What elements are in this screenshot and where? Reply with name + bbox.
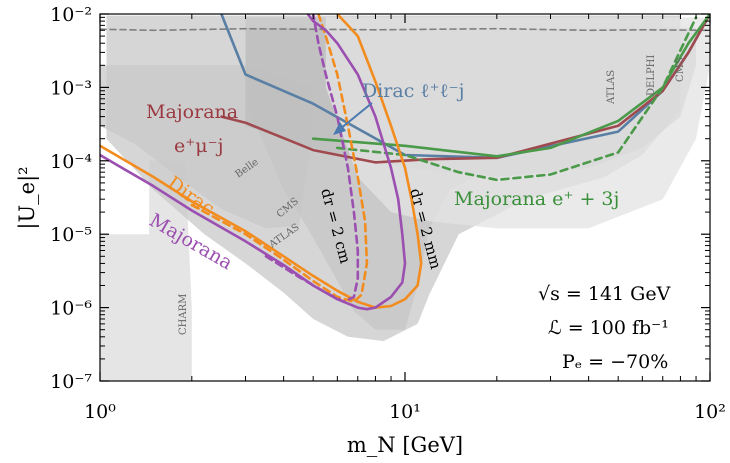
series-line-3 xyxy=(311,14,710,158)
y-tick-label: 10⁻³ xyxy=(50,77,92,99)
label-dirac-llj: Dirac ℓ⁺ℓ⁻j xyxy=(362,80,465,102)
series-line-5 xyxy=(100,14,423,309)
exp-label-delphi: DELPHI xyxy=(646,55,657,96)
y-tick-label: 10⁻⁵ xyxy=(50,224,92,246)
constraint-region-charm xyxy=(100,160,192,381)
exp-label-charm: CHARM xyxy=(178,294,189,335)
series-line-6 xyxy=(190,14,369,304)
info-luminosity: ℒ = 100 fb⁻¹ xyxy=(548,317,669,339)
x-tick-label: 10⁰ xyxy=(84,401,116,423)
y-tick-label: 10⁻² xyxy=(50,4,92,26)
y-tick-label: 10⁻⁶ xyxy=(50,298,92,320)
axis-ticks: 10⁰ 10¹ 10² 10⁻⁷ 10⁻⁶ 10⁻⁵ 10⁻⁴ 10⁻³ 10⁻² xyxy=(50,4,726,423)
y-tick-label: 10⁻⁴ xyxy=(50,151,92,173)
x-tick-label: 10¹ xyxy=(389,401,421,423)
sensitivity-curves xyxy=(100,14,710,311)
exp-label-cms-high: CMS xyxy=(675,57,686,82)
series-line-2 xyxy=(220,14,710,164)
x-tick-label: 10² xyxy=(694,401,726,423)
series-line-7 xyxy=(100,14,407,311)
label-majorana-e3j: Majorana e⁺ + 3j xyxy=(454,188,619,210)
info-polarization: Pₑ = −70% xyxy=(562,351,668,373)
arrow-dirac-llj xyxy=(339,102,373,130)
plot-frame xyxy=(99,13,711,382)
label-majorana-emuj-1: Majorana xyxy=(146,101,238,123)
series-line-8 xyxy=(264,14,360,304)
series-line-0 xyxy=(100,27,710,32)
y-axis-label: |U_e|² xyxy=(15,166,40,229)
label-majorana-emuj-2: e⁺μ⁻j xyxy=(174,135,224,157)
arrowhead-dirac-llj xyxy=(333,122,346,135)
info-sqrt-s: √s = 141 GeV xyxy=(538,283,671,305)
x-axis-label: m_N [GeV] xyxy=(347,433,463,457)
constraint-region-extra-5 xyxy=(325,17,710,229)
y-tick-label: 10⁻⁷ xyxy=(50,371,92,393)
series-line-4 xyxy=(336,16,698,182)
exp-label-atlas-high: ATLAS xyxy=(606,70,617,105)
